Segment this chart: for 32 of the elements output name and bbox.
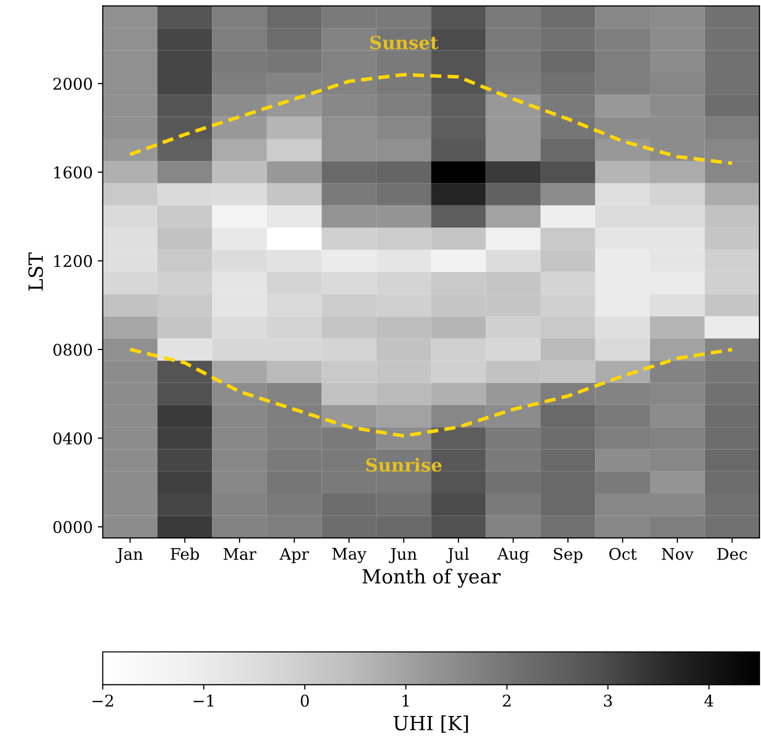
x-axis-title: Month of year [362,568,501,588]
y-tick-label: 1600 [54,166,92,178]
x-tick-label: Sep [554,548,582,564]
x-tick-label: Feb [170,548,199,560]
y-tick-label: 1200 [54,255,92,268]
x-tick-label: Jan [116,548,143,564]
color-bar-label: 4 [704,694,714,707]
y-tick-label: 0800 [53,344,92,356]
x-tick-label: Oct [609,548,637,560]
x-tick-label: Nov [662,548,694,560]
color-bar-title: UHI [K] [394,715,468,733]
y-axis-title: LST [28,252,44,290]
y-tick-label: 0000 [53,521,92,534]
color-bar-label: −2 [92,694,113,707]
series-label: Sunrise [366,458,442,472]
color-bar-label: 1 [402,694,409,707]
color-bar-label: −1 [194,694,214,707]
line-series [128,348,734,438]
x-tick-label: Jul [446,548,469,564]
x-tick-label: Jun [388,548,417,564]
y-tick-label: 0400 [53,432,92,444]
color-bar-label: 0 [300,694,309,707]
color-bar-label: 3 [604,694,612,707]
series-label: Sunset [370,36,438,50]
x-tick-label: Mar [224,548,256,560]
x-tick-label: Apr [279,548,309,564]
x-tick-label: Dec [717,548,747,560]
color-bar-label: 2 [502,694,510,707]
x-tick-label: Aug [497,548,529,564]
x-tick-label: May [332,548,366,564]
y-tick-label: 2000 [53,78,92,90]
line-series [128,72,734,166]
